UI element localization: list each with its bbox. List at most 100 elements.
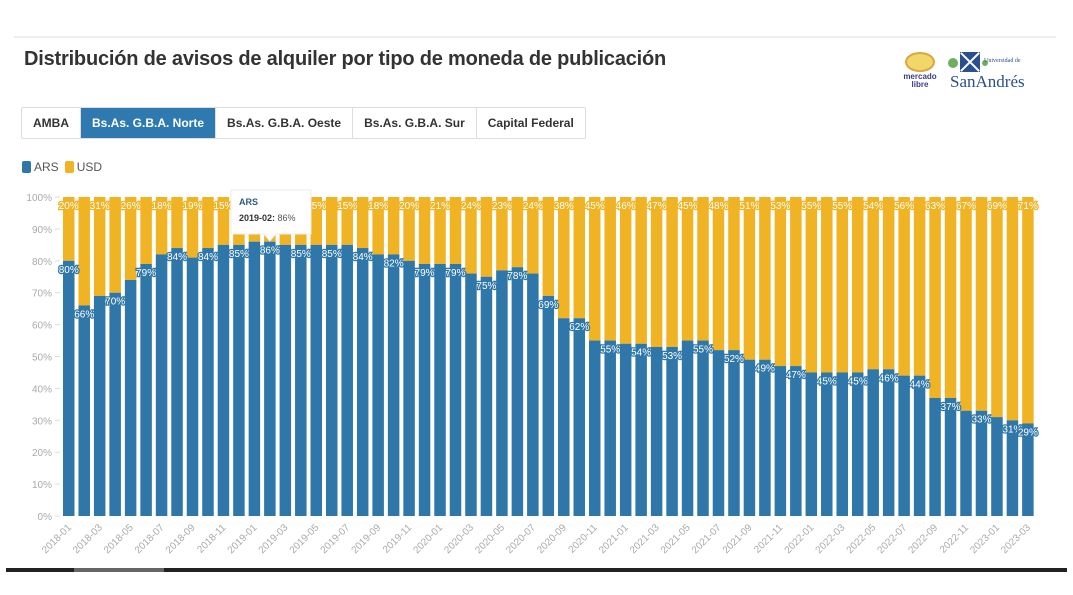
bar-usd-2021-11 — [774, 197, 787, 367]
bar-ars-2021-01 — [619, 343, 632, 516]
bar-usd-2021-10 — [759, 197, 771, 360]
bar-ars-2018-11 — [217, 244, 230, 516]
data-label-ars: 79% — [415, 268, 435, 279]
data-label-ars: 62% — [569, 322, 589, 333]
legend-swatch-usd — [64, 161, 74, 173]
x-tick-label: 2023-01 — [968, 522, 1002, 556]
bar-ars-2019-07 — [341, 244, 353, 516]
bar-usd-2019-07 — [341, 197, 353, 245]
bar-usd-2021-08 — [728, 197, 740, 351]
bar-usd-2021-03 — [650, 197, 663, 347]
bar-usd-2018-06 — [140, 197, 152, 264]
bar-usd-2021-05 — [681, 197, 694, 341]
x-tick-label: 2020-11 — [567, 522, 601, 556]
bar-ars-2020-01 — [434, 263, 446, 516]
bar-usd-2020-03 — [465, 197, 477, 274]
bar-usd-2022-08 — [913, 197, 926, 376]
tab-gba-oeste[interactable]: Bs.As. G.B.A. Oeste — [216, 108, 354, 138]
legend-item-usd[interactable]: USD — [64, 160, 102, 174]
x-tick-label: 2018-05 — [102, 522, 136, 556]
data-label-ars: 45% — [848, 376, 868, 387]
bar-usd-2020-10 — [573, 197, 586, 319]
bar-ars-2018-03 — [93, 295, 106, 516]
data-label-ars: 84% — [198, 252, 218, 263]
mercadolibre-logo: mercado libre — [900, 50, 940, 94]
bar-ars-2021-02 — [635, 343, 647, 516]
bar-ars-2019-05 — [310, 244, 323, 516]
data-label-ars: 82% — [384, 258, 404, 269]
bar-usd-2019-09 — [372, 197, 384, 255]
bar-ars-2020-04 — [480, 276, 493, 516]
tab-capital-federal[interactable]: Capital Federal — [487, 116, 574, 130]
sanandres-logo-small-text: Universidad de — [984, 58, 1021, 64]
y-tick-label: 60% — [32, 321, 52, 332]
data-label-usd: 47% — [647, 201, 667, 212]
bar-ars-2018-08 — [171, 248, 183, 516]
data-label-usd: 45% — [585, 201, 605, 212]
bar-ars-2018-02 — [78, 305, 90, 516]
bar-ars-2018-12 — [233, 244, 245, 516]
bar-usd-2020-09 — [558, 197, 570, 319]
x-tick-label: 2019-11 — [381, 522, 415, 556]
data-label-ars: 54% — [631, 348, 651, 359]
x-tick-label: 2021-03 — [628, 522, 662, 556]
tab-gba-sur[interactable]: Bs.As. G.B.A. Sur — [353, 108, 477, 138]
bar-usd-2022-10 — [944, 197, 957, 398]
bar-ars-2022-11 — [960, 410, 972, 516]
x-tick-label: 2022-01 — [783, 522, 817, 556]
data-label-usd: 69% — [987, 201, 1007, 212]
partner-logos: mercado libre Universidad de SanAndrés — [896, 50, 1046, 98]
bar-ars-2019-01 — [248, 241, 261, 516]
bar-ars-2021-08 — [728, 350, 740, 516]
bar-usd-2022-09 — [929, 197, 941, 398]
y-tick-label: 80% — [32, 257, 52, 268]
bar-usd-2021-04 — [666, 197, 678, 347]
bar-ars-2021-09 — [743, 359, 756, 516]
data-label-usd: 48% — [708, 201, 728, 212]
y-tick-label: 0% — [38, 512, 53, 523]
data-label-ars: 78% — [507, 271, 527, 282]
data-label-usd: 63% — [925, 201, 945, 212]
legend-item-ars[interactable]: ARS — [22, 160, 59, 174]
data-label-ars: 70% — [105, 297, 125, 308]
data-label-usd: 18% — [368, 201, 388, 212]
bar-usd-2020-06 — [511, 197, 524, 268]
bar-usd-2021-07 — [712, 197, 725, 351]
data-label-ars: 84% — [167, 252, 187, 263]
bar-ars-2022-12 — [975, 410, 988, 516]
bar-usd-2018-03 — [93, 197, 106, 296]
y-tick-label: 90% — [32, 225, 52, 236]
bar-ars-2018-05 — [124, 279, 137, 516]
bar-usd-2018-05 — [124, 197, 137, 280]
data-label-usd: 53% — [770, 201, 790, 212]
data-label-ars: 80% — [59, 265, 79, 276]
data-label-usd: 31% — [90, 201, 110, 212]
bar-usd-2022-02 — [821, 197, 833, 373]
data-label-usd: 23% — [492, 201, 512, 212]
y-tick-label: 40% — [32, 384, 52, 395]
data-label-ars: 79% — [136, 268, 156, 279]
y-tick-label: 50% — [32, 353, 52, 364]
bar-ars-2018-10 — [202, 248, 214, 516]
bar-ars-2022-09 — [929, 397, 941, 516]
bar-ars-2019-06 — [325, 244, 338, 516]
bar-usd-2018-07 — [155, 197, 168, 255]
bar-ars-2019-12 — [418, 263, 431, 516]
bar-usd-2018-02 — [78, 197, 90, 306]
data-label-usd: 24% — [523, 201, 543, 212]
bar-ars-2022-08 — [913, 375, 926, 516]
legend-label-ars: ARS — [34, 160, 59, 174]
tab-gba-norte[interactable]: Bs.As. G.B.A. Norte — [81, 108, 217, 138]
bar-usd-2018-09 — [186, 197, 199, 258]
bar-usd-2019-08 — [356, 197, 369, 249]
tab-amba[interactable]: AMBA — [22, 108, 81, 138]
x-tick-label: 2022-05 — [845, 522, 879, 556]
bar-usd-2022-06 — [882, 197, 895, 370]
bar-usd-2021-12 — [790, 197, 802, 367]
x-tick-label: 2018-09 — [164, 522, 198, 556]
bar-usd-2020-07 — [527, 197, 539, 274]
bar-ars-2020-11 — [588, 340, 601, 516]
sanandres-logo: Universidad de SanAndrés — [948, 52, 1048, 96]
x-tick-label: 2023-03 — [999, 522, 1033, 556]
y-tick-label: 20% — [32, 448, 52, 459]
